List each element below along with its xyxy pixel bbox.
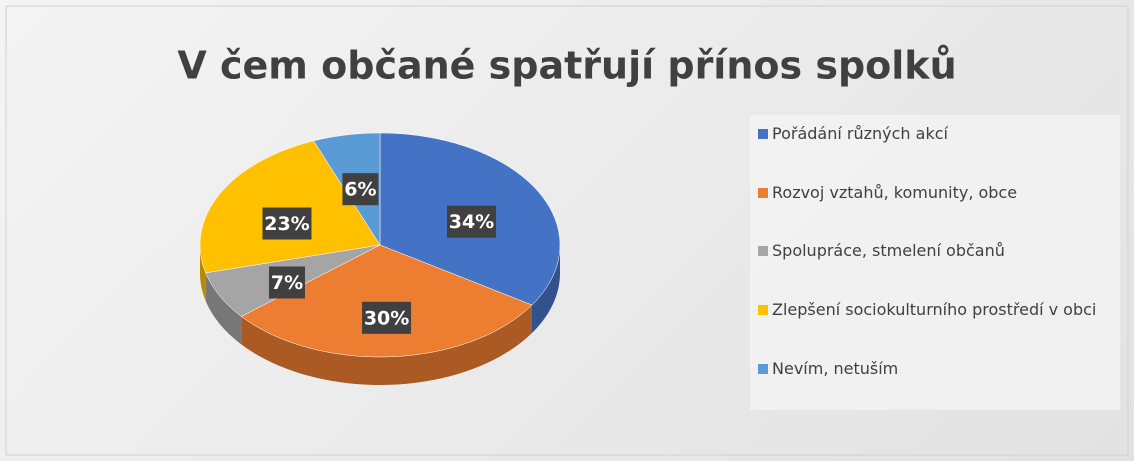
slice-side — [205, 272, 242, 345]
legend-label: Pořádání různých akcí — [772, 124, 948, 143]
data-label: 30% — [364, 307, 409, 329]
legend-label: Spolupráce, stmelení občanů — [772, 241, 1005, 260]
data-label-box — [262, 207, 312, 240]
legend-label: Rozvoj vztahů, komunity, obce — [772, 183, 1018, 202]
data-label-box — [446, 205, 496, 238]
data-label: 34% — [449, 211, 494, 233]
data-label-box — [362, 301, 412, 334]
legend-label: Nevím, netuším — [772, 359, 899, 378]
data-label: 7% — [271, 272, 303, 294]
slice-side — [531, 245, 560, 334]
legend-item: Zlepšení sociokulturního prostředí v obc… — [758, 299, 1113, 321]
slice-side — [200, 245, 206, 301]
chart-title: V čem občané spatřují přínos spolků — [177, 44, 956, 88]
slice — [240, 244, 533, 358]
legend-swatch — [758, 364, 768, 374]
border — [5, 5, 1129, 456]
data-label-box — [342, 173, 379, 206]
legend: Pořádání různých akcí Rozvoj vztahů, komu… — [750, 115, 1120, 410]
legend-item: Rozvoj vztahů, komunity, obce — [758, 182, 1113, 204]
legend-swatch — [758, 188, 768, 198]
legend-item: Spolupráce, stmelení občanů — [758, 240, 1113, 262]
slice-side — [241, 305, 532, 385]
data-label: 6% — [344, 179, 376, 201]
legend-swatch — [758, 305, 768, 315]
data-label-box — [268, 266, 305, 299]
data-label: 23% — [264, 213, 309, 235]
legend-swatch — [758, 246, 768, 256]
legend-item: Pořádání různých akcí — [758, 123, 1113, 145]
legend-swatch — [758, 129, 768, 139]
legend-label: Zlepšení sociokulturního prostředí v obc… — [772, 300, 1097, 319]
slice — [199, 140, 381, 274]
legend-item: Nevím, netuším — [758, 358, 1113, 380]
